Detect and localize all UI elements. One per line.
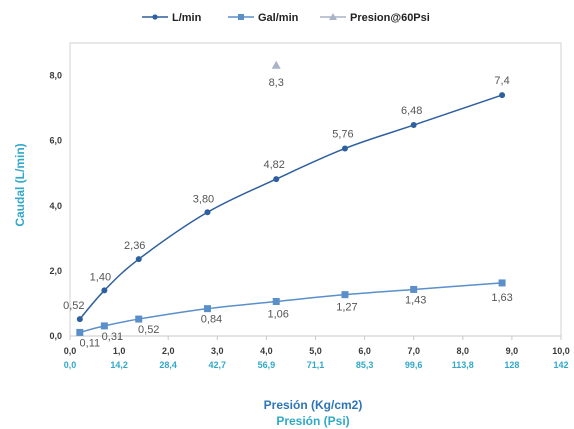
x-tick-label: 9,0 (506, 346, 519, 356)
x2-axis-title: Presión (Psi) (276, 414, 349, 428)
legend-label-presion: Presion@60Psi (350, 12, 430, 24)
series-1-data-label: 0,11 (80, 337, 101, 349)
series-1-point (410, 285, 418, 293)
x-tick-label: 2,0 (162, 346, 175, 356)
x-tick-label: 6,0 (358, 346, 371, 356)
series-0-point (273, 176, 280, 183)
x2-tick-label: 71,1 (307, 360, 325, 370)
series-1-data-label: 0,52 (138, 324, 159, 336)
series-1-data-label: 1,27 (336, 302, 357, 314)
series-2-data-label: 8,3 (269, 77, 284, 89)
x2-tick-label: 42,7 (209, 360, 227, 370)
series-1-point (100, 322, 108, 330)
series-1-data-label: 1,06 (268, 308, 289, 320)
series-1-data-label: 1,43 (405, 294, 426, 306)
x2-tick-label: 142 (553, 360, 568, 370)
legend-label-lmin: L/min (172, 12, 202, 24)
y-tick-label: 0,0 (49, 331, 62, 341)
series-0-data-label: 2,36 (124, 240, 145, 252)
y-tick-label: 6,0 (49, 136, 62, 146)
x2-tick-label: 128 (504, 360, 519, 370)
series-1-data-label: 1,63 (491, 292, 512, 304)
series-0-data-label: 5,76 (332, 128, 353, 140)
legend: L/min Gal/min Presion@60Psi (142, 12, 430, 24)
axes: 0,0 1,0 2,0 3,0 4,0 5,0 6,0 7,0 8,0 9,0 10,0 0,0 14,… (49, 42, 570, 370)
series-1-point (76, 328, 84, 336)
legend-label-galmin: Gal/min (258, 12, 299, 24)
legend-marker-galmin (238, 14, 244, 20)
series-1-data-label: 0,31 (102, 331, 123, 343)
x2-tick-label: 28,4 (159, 360, 177, 370)
x-tick-label: 0,0 (64, 346, 77, 356)
series-0-data-label: 0,52 (63, 300, 84, 312)
x2-tick-label: 113,8 (452, 360, 474, 370)
x2-tick-label: 0,0 (64, 360, 77, 370)
series-0-point (410, 122, 417, 129)
series-0-point (341, 145, 348, 152)
x-tick-label: 7,0 (407, 346, 420, 356)
series-0-line (79, 94, 503, 320)
series-0-data-label: 6,48 (401, 105, 422, 117)
legend-marker-lmin (152, 14, 158, 20)
y-axis-title: Caudal (L/min) (13, 143, 27, 226)
x-tick-label: 8,0 (457, 346, 470, 356)
series-1-point (203, 305, 211, 313)
series-1-point (341, 291, 349, 299)
y-tick-label: 8,0 (49, 71, 62, 81)
x-tick-label: 1,0 (113, 346, 126, 356)
series-0-point (76, 316, 83, 323)
x-tick-label: 5,0 (309, 346, 322, 356)
series-0-data-label: 3,80 (193, 193, 214, 205)
series-0-point (499, 92, 506, 99)
series-0-point (135, 256, 142, 263)
series-0-data-label: 4,82 (264, 159, 285, 171)
series-0-data-label: 7,4 (494, 75, 509, 87)
legend-marker-presion (329, 13, 337, 20)
series-1-point (272, 297, 280, 305)
series-0-point (101, 287, 108, 294)
y-tick-label: 4,0 (49, 201, 62, 211)
x2-tick-label: 99,6 (405, 360, 423, 370)
series-1-data-label: 0,84 (201, 314, 222, 326)
plot-area: 0,52 1,40 2,36 3,80 4,82 5,76 6,48 7,4 0,110,31 0… (63, 60, 513, 349)
series-0-point (204, 209, 211, 216)
series-1-point (498, 279, 506, 287)
x2-tick-label: 56,9 (258, 360, 276, 370)
series-2-point (271, 60, 281, 69)
x2-tick-label: 14,2 (110, 360, 128, 370)
x-tick-label: 4,0 (260, 346, 273, 356)
x-tick-label: 3,0 (211, 346, 224, 356)
x-axis-title: Presión (Kg/cm2) (264, 398, 363, 412)
plot-frame (69, 42, 562, 337)
x2-tick-label: 85,3 (356, 360, 374, 370)
x-tick-label: 10,0 (552, 346, 570, 356)
y-tick-label: 2,0 (49, 266, 62, 276)
series-0-data-label: 1,40 (90, 271, 111, 283)
series-1-point (135, 315, 143, 323)
